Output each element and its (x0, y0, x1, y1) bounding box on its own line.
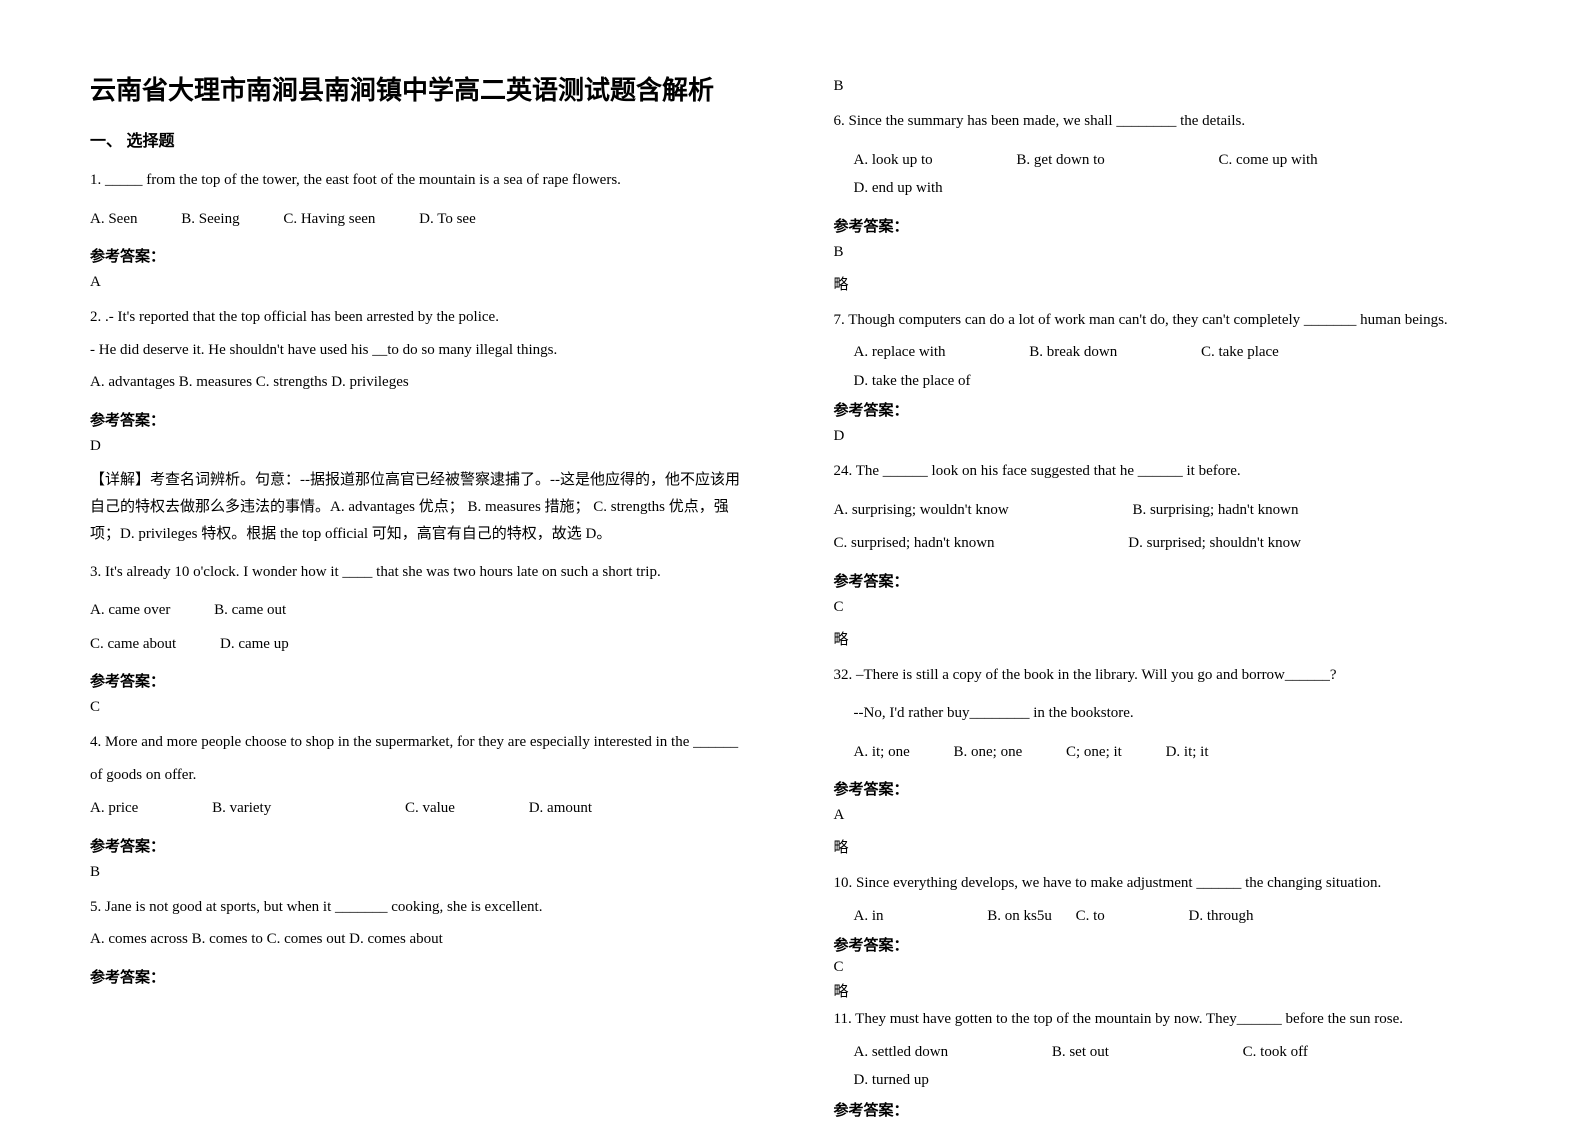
q10-options: A. in B. on ks5u C. to D. through (834, 902, 1498, 931)
q11-text: 11. They must have gotten to the top of … (834, 1005, 1498, 1034)
q24-options-row2: C. surprised; hadn't known D. surprised;… (834, 529, 1498, 558)
q11-opt-c: C. took off (1243, 1038, 1308, 1067)
q10-text: 10. Since everything develops, we have t… (834, 869, 1498, 898)
q7-options: A. replace with B. break down C. take pl… (834, 338, 1498, 395)
q6-opt-d: D. end up with (854, 174, 943, 203)
q4-opt-b: B. variety (212, 794, 271, 823)
q3-opt-a: A. came over (90, 596, 170, 625)
q7-opt-a: A. replace with (854, 338, 946, 367)
q24-answer-label: 参考答案： (834, 570, 1498, 591)
q10-opt-b: B. on ks5u (987, 902, 1052, 931)
q7-answer: D (834, 428, 1498, 445)
q4-opt-c: C. value (405, 794, 455, 823)
q3-text: 3. It's already 10 o'clock. I wonder how… (90, 558, 754, 587)
q32-answer: A (834, 807, 1498, 824)
q24-opt-c: C. surprised; hadn't known (834, 529, 995, 558)
q10-opt-a: A. in (854, 902, 884, 931)
q24-opt-b: B. surprising; hadn't known (1132, 496, 1298, 525)
q1-opt-a: A. Seen (90, 205, 138, 234)
q4-opt-a: A. price (90, 794, 138, 823)
q32-opt-a: A. it; one (854, 738, 910, 767)
q32-line2: --No, I'd rather buy________ in the book… (834, 699, 1498, 728)
q2-line2: - He did deserve it. He shouldn't have u… (90, 336, 754, 365)
q24-answer: C (834, 599, 1498, 616)
q1-opt-b: B. Seeing (181, 205, 239, 234)
q7-text: 7. Though computers can do a lot of work… (834, 306, 1498, 335)
q32-omitted: 略 (834, 836, 1498, 857)
q3-opt-d: D. came up (220, 630, 289, 659)
q2-answer-label: 参考答案： (90, 409, 754, 430)
q5-answer-label: 参考答案： (90, 966, 754, 987)
q10-opt-d: D. through (1189, 902, 1254, 931)
q1-opt-c: C. Having seen (283, 205, 375, 234)
q4-answer-label: 参考答案： (90, 835, 754, 856)
q2-explanation: 【详解】考查名词辨析。句意：--据报道那位高官已经被警察逮捕了。--这是他应得的… (90, 467, 754, 548)
right-column: B 6. Since the summary has been made, we… (794, 0, 1587, 1122)
q4-opt-d: D. amount (529, 794, 592, 823)
q10-answer-label: 参考答案： (834, 934, 1498, 955)
q3-answer: C (90, 699, 754, 716)
q11-options: A. settled down B. set out C. took off D… (834, 1038, 1498, 1095)
left-column: 云南省大理市南涧县南涧镇中学高二英语测试题含解析 一、 选择题 1. _____… (0, 0, 794, 1122)
q1-options: A. Seen B. Seeing C. Having seen D. To s… (90, 205, 754, 234)
q1-answer: A (90, 274, 754, 291)
q24-opt-a: A. surprising; wouldn't know (834, 496, 1009, 525)
q11-opt-b: B. set out (1052, 1038, 1109, 1067)
q3-opt-b: B. came out (214, 596, 286, 625)
q6-omitted: 略 (834, 273, 1498, 294)
page-title: 云南省大理市南涧县南涧镇中学高二英语测试题含解析 (90, 70, 754, 107)
q32-opt-b: B. one; one (954, 738, 1023, 767)
q10-opt-c: C. to (1076, 902, 1105, 931)
q11-opt-d: D. turned up (854, 1066, 929, 1095)
q32-opt-d: D. it; it (1166, 738, 1209, 767)
q3-options-row1: A. came over B. came out (90, 596, 754, 625)
q10-answer: C (834, 959, 1498, 976)
q2-answer: D (90, 438, 754, 455)
q4-line1: 4. More and more people choose to shop i… (90, 728, 754, 757)
q3-options-row2: C. came about D. came up (90, 630, 754, 659)
q5-options: A. comes across B. comes to C. comes out… (90, 925, 754, 954)
q11-opt-a: A. settled down (854, 1038, 949, 1067)
q6-options: A. look up to B. get down to C. come up … (834, 146, 1498, 203)
q32-line1: 32. –There is still a copy of the book i… (834, 661, 1498, 690)
q4-options: A. price B. variety C. value D. amount (90, 794, 754, 823)
q11-answer-label: 参考答案： (834, 1099, 1498, 1120)
q24-omitted: 略 (834, 628, 1498, 649)
q24-text: 24. The ______ look on his face suggeste… (834, 457, 1498, 486)
q7-opt-b: B. break down (1029, 338, 1117, 367)
q6-text: 6. Since the summary has been made, we s… (834, 107, 1498, 136)
q10-omitted: 略 (834, 980, 1498, 1001)
q1-opt-d: D. To see (419, 205, 476, 234)
q32-answer-label: 参考答案： (834, 778, 1498, 799)
q7-opt-d: D. take the place of (854, 367, 971, 396)
q1-text: 1. _____ from the top of the tower, the … (90, 166, 754, 195)
q32-opt-c: C; one; it (1066, 738, 1122, 767)
q6-opt-c: C. come up with (1219, 146, 1318, 175)
q4-line2: of goods on offer. (90, 761, 754, 790)
q3-opt-c: C. came about (90, 630, 176, 659)
q6-answer-label: 参考答案： (834, 215, 1498, 236)
q3-answer-label: 参考答案： (90, 670, 754, 691)
q6-opt-b: B. get down to (1016, 146, 1104, 175)
q5-answer: B (834, 78, 1498, 95)
q6-opt-a: A. look up to (854, 146, 933, 175)
q1-answer-label: 参考答案： (90, 245, 754, 266)
q7-answer-label: 参考答案： (834, 399, 1498, 420)
q24-options-row1: A. surprising; wouldn't know B. surprisi… (834, 496, 1498, 525)
section-heading: 一、 选择题 (90, 127, 754, 151)
q6-answer: B (834, 244, 1498, 261)
q4-answer: B (90, 864, 754, 881)
q2-options: A. advantages B. measures C. strengths D… (90, 368, 754, 397)
q32-options: A. it; one B. one; one C; one; it D. it;… (834, 738, 1498, 767)
q24-opt-d: D. surprised; shouldn't know (1128, 529, 1301, 558)
q7-opt-c: C. take place (1201, 338, 1279, 367)
q5-text: 5. Jane is not good at sports, but when … (90, 893, 754, 922)
q2-line1: 2. .- It's reported that the top officia… (90, 303, 754, 332)
